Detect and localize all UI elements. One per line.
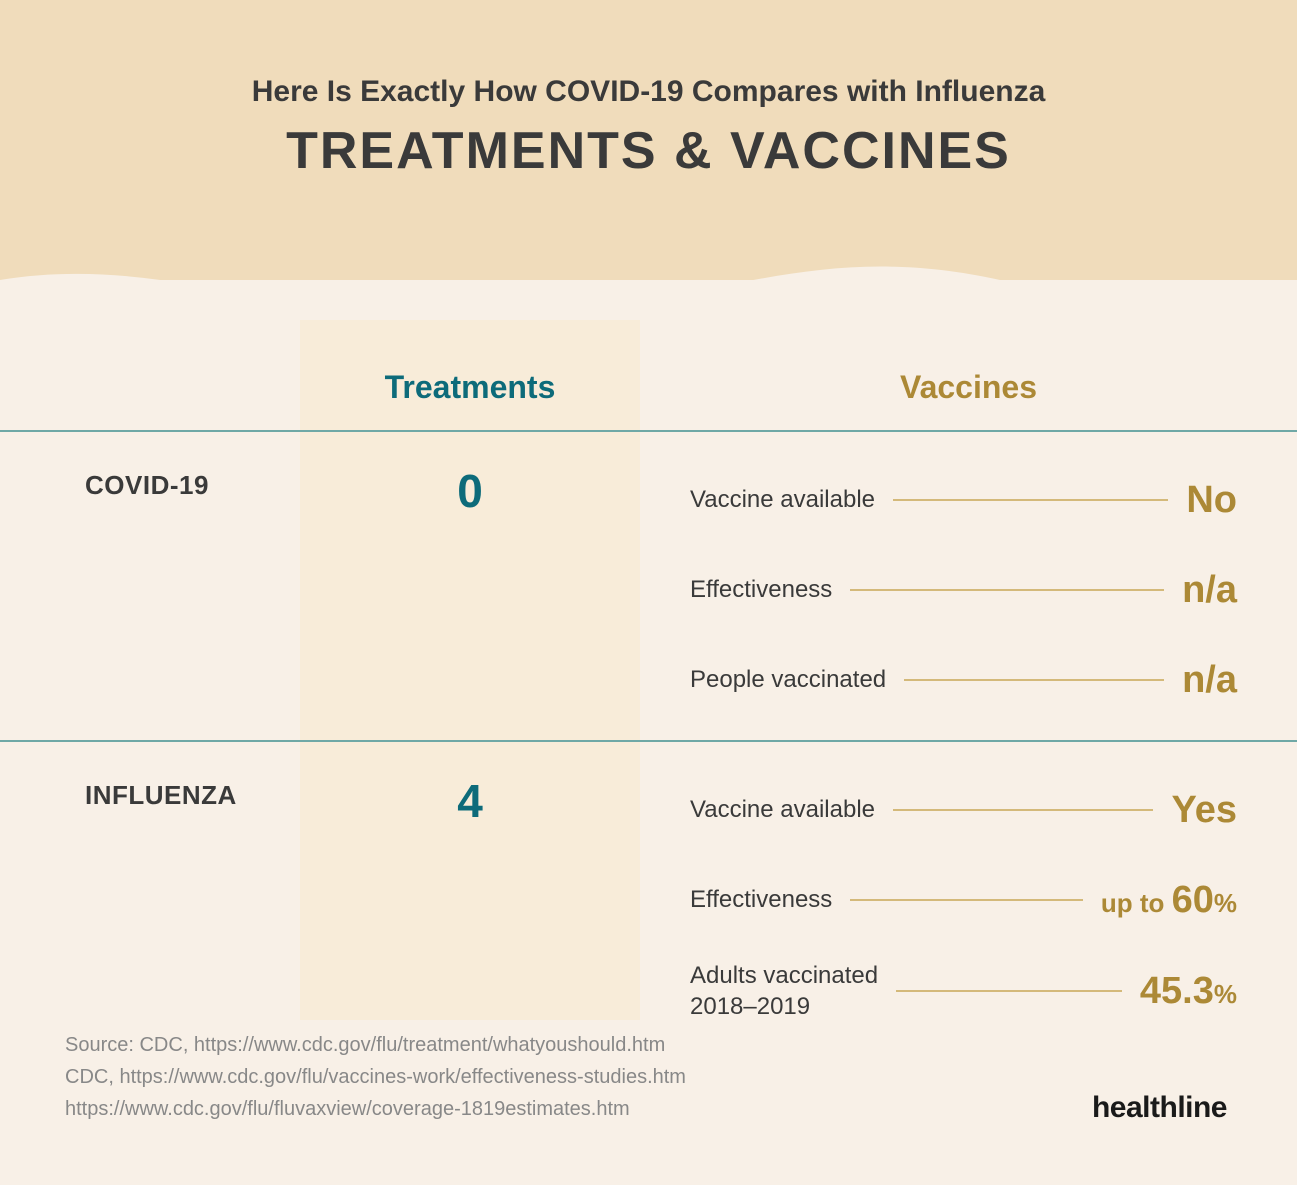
connector-line xyxy=(893,809,1153,811)
vaccine-value: Yes xyxy=(1171,789,1237,832)
header-treatments: Treatments xyxy=(300,369,640,406)
influenza-treatments-value: 4 xyxy=(300,742,640,1060)
vaccine-label: Adults vaccinated 2018–2019 xyxy=(690,960,878,1022)
source-line: CDC, https://www.cdc.gov/flu/vaccines-wo… xyxy=(65,1061,686,1093)
row-name-influenza: INFLUENZA xyxy=(0,742,300,1060)
vaccine-row: Effectiveness up to 60% xyxy=(690,870,1237,930)
vaccine-label: Effectiveness xyxy=(690,884,832,915)
table-row: COVID-19 0 Vaccine available No Effectiv… xyxy=(0,430,1297,740)
vaccine-label: Effectiveness xyxy=(690,574,832,605)
healthline-logo: healthline xyxy=(1092,1091,1227,1125)
connector-line xyxy=(904,679,1164,681)
vaccine-row: Vaccine available Yes xyxy=(690,780,1237,840)
influenza-vaccines-cell: Vaccine available Yes Effectiveness up t… xyxy=(640,742,1297,1060)
table-header-row: Treatments Vaccines xyxy=(0,345,1297,430)
vaccine-label: People vaccinated xyxy=(690,664,886,695)
covid-vaccines-cell: Vaccine available No Effectiveness n/a P… xyxy=(640,432,1297,740)
connector-line xyxy=(893,499,1168,501)
source-line: Source: CDC, https://www.cdc.gov/flu/tre… xyxy=(65,1029,686,1061)
vaccine-label: Vaccine available xyxy=(690,794,875,825)
source-line: https://www.cdc.gov/flu/fluvaxview/cover… xyxy=(65,1093,686,1125)
vaccine-row: Adults vaccinated 2018–2019 45.3% xyxy=(690,960,1237,1022)
vaccine-value: 45.3% xyxy=(1140,970,1237,1013)
comparison-table: Treatments Vaccines COVID-19 0 Vaccine a… xyxy=(0,345,1297,1060)
connector-line xyxy=(896,990,1122,992)
vaccine-row: Vaccine available No xyxy=(690,470,1237,530)
vaccine-value: n/a xyxy=(1182,569,1237,612)
vaccine-row: Effectiveness n/a xyxy=(690,560,1237,620)
vaccine-value: No xyxy=(1186,479,1237,522)
subtitle: Here Is Exactly How COVID-19 Compares wi… xyxy=(0,0,1297,109)
vaccine-value: up to 60% xyxy=(1101,879,1237,922)
row-name-covid: COVID-19 xyxy=(0,432,300,740)
header-vaccines: Vaccines xyxy=(640,369,1297,406)
covid-treatments-value: 0 xyxy=(300,432,640,740)
vaccine-row: People vaccinated n/a xyxy=(690,650,1237,710)
table-row: INFLUENZA 4 Vaccine available Yes Effect… xyxy=(0,740,1297,1060)
main-title: TREATMENTS & VACCINES xyxy=(0,109,1297,181)
source-citations: Source: CDC, https://www.cdc.gov/flu/tre… xyxy=(65,1029,686,1125)
connector-line xyxy=(850,589,1164,591)
vaccine-value: n/a xyxy=(1182,659,1237,702)
infographic-content: Here Is Exactly How COVID-19 Compares wi… xyxy=(0,0,1297,1185)
connector-line xyxy=(850,899,1083,901)
vaccine-label: Vaccine available xyxy=(690,484,875,515)
